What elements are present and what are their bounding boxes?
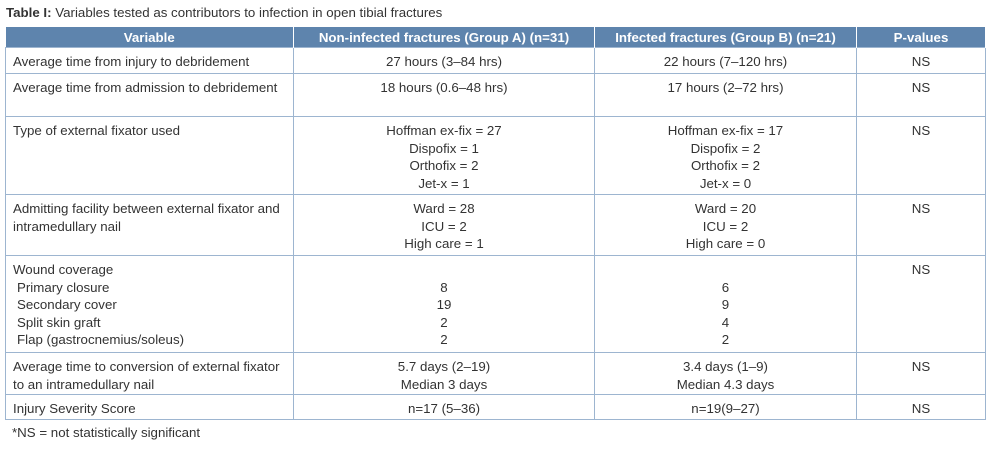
variable-text: Average time to conversion of external f…	[13, 359, 280, 392]
header-row: Variable Non-infected fractures (Group A)…	[5, 27, 986, 48]
value-line: Dispofix = 1	[409, 140, 479, 156]
p-value-cell: NS	[856, 352, 986, 395]
value-line: Median 3 days	[400, 376, 488, 392]
variable-subitem: Primary closure	[17, 279, 110, 295]
value-line: High care = 0	[685, 236, 766, 251]
data-table: Variable Non-infected fractures (Group A)…	[5, 27, 986, 420]
header-cell: P-values	[856, 27, 986, 48]
table-row: Average time from admission to debrideme…	[5, 73, 986, 117]
table-row: Average time to conversion of external f…	[5, 352, 986, 395]
variable-cell: Admitting facility between external fixa…	[5, 194, 294, 256]
value-line: Ward = 28	[413, 201, 475, 216]
value-cell: n=19(9–27)	[594, 394, 857, 420]
p-value-cell: NS	[856, 47, 986, 74]
value-cell: 18 hours (0.6–48 hrs)	[293, 73, 595, 117]
value-cell: n=17 (5–36)	[293, 394, 595, 420]
table-caption: Table I: Variables tested as contributor…	[6, 5, 442, 20]
header-cell: Infected fractures (Group B) (n=21)	[594, 27, 857, 48]
value-line: Dispofix = 2	[690, 140, 761, 156]
header-cell: Variable	[5, 27, 294, 48]
variable-cell: Type of external fixator used	[5, 116, 294, 195]
variable-subitem: Secondary cover	[17, 297, 117, 312]
value-line: 18 hours (0.6–48 hrs)	[380, 80, 508, 95]
p-value-cell: NS	[856, 116, 986, 195]
value-line: Ward = 20	[694, 201, 757, 216]
variable-text: Average time from admission to debrideme…	[13, 80, 278, 95]
value-line: 2	[440, 314, 448, 330]
value-line: Median 4.3 days	[676, 376, 775, 392]
value-cell: 27 hours (3–84 hrs)	[293, 47, 595, 74]
variable-cell: Average time from admission to debrideme…	[5, 73, 294, 117]
variable-text: Wound coverage	[13, 262, 114, 277]
value-cell: 3.4 days (1–9) Median 4.3 days	[594, 352, 857, 395]
footnote: *NS = not statistically significant	[12, 425, 201, 440]
value-line: 5.7 days (2–19)	[397, 359, 491, 374]
p-value-cell: NS	[856, 194, 986, 256]
value-cell: Ward = 20 ICU = 2 High care = 0	[594, 194, 857, 256]
value-cell: Hoffman ex-fix = 17 Dispofix = 2 Orthofix …	[594, 116, 857, 195]
variable-text: Injury Severity Score	[13, 401, 136, 416]
value-line: Jet-x = 0	[699, 175, 752, 191]
variable-cell: Wound coverage Primary closure Secondary c…	[5, 255, 294, 353]
variable-text: Admitting facility between external fixa…	[13, 201, 280, 234]
table-row: Wound coverage Primary closure Secondary c…	[5, 255, 986, 353]
table-row: Admitting facility between external fixa…	[5, 194, 986, 256]
value-line: n=19(9–27)	[691, 401, 760, 416]
value-line: Hoffman ex-fix = 17	[667, 123, 784, 138]
variable-text: Type of external fixator used	[13, 123, 181, 138]
p-value-cell: NS	[856, 255, 986, 353]
value-line: 6	[721, 279, 730, 295]
value-cell: 5.7 days (2–19) Median 3 days	[293, 352, 595, 395]
variable-cell: Average time to conversion of external f…	[5, 352, 294, 395]
value-cell: 22 hours (7–120 hrs)	[594, 47, 857, 74]
value-line: Hoffman ex-fix = 27	[386, 123, 502, 138]
value-line: 4	[721, 314, 730, 330]
caption-label: Table I:	[6, 5, 52, 20]
value-line: Orthofix = 2	[409, 158, 479, 173]
table-row: Type of external fixator used Hoffman ex-…	[5, 116, 986, 195]
value-cell: 8 19 2 2	[293, 255, 595, 353]
variable-text: Average time from injury to debridement	[13, 54, 250, 69]
variable-subitem: Flap (gastrocnemius/soleus)	[17, 332, 185, 347]
table-row: Injury Severity Score n=17 (5–36) n=19(9–2…	[5, 394, 986, 420]
header-cell: Non-infected fractures (Group A) (n=31)	[293, 27, 595, 48]
value-line: Jet-x = 1	[418, 175, 470, 191]
p-value-cell: NS	[856, 394, 986, 420]
value-cell: Hoffman ex-fix = 27 Dispofix = 1 Orthofix …	[293, 116, 595, 195]
value-line: 17 hours (2–72 hrs)	[667, 80, 784, 95]
value-line: n=17 (5–36)	[407, 401, 481, 416]
value-line: 27 hours (3–84 hrs)	[385, 54, 503, 69]
value-line: 2	[721, 332, 730, 347]
value-line: 9	[721, 297, 730, 312]
value-line: 22 hours (7–120 hrs)	[663, 54, 788, 69]
table-row: Average time from injury to debridement 2…	[5, 47, 986, 74]
variable-subitem: Split skin graft	[17, 314, 101, 330]
value-line: High care = 1	[404, 236, 484, 251]
p-value-cell: NS	[856, 73, 986, 117]
value-cell: 17 hours (2–72 hrs)	[594, 73, 857, 117]
variable-cell: Average time from injury to debridement	[5, 47, 294, 74]
variable-cell: Injury Severity Score	[5, 394, 294, 420]
value-line: 3.4 days (1–9)	[682, 359, 768, 374]
value-line: 8	[440, 279, 448, 295]
value-line: 2	[440, 332, 448, 347]
caption-text: Variables tested as contributors to infe…	[55, 5, 443, 20]
value-line: Orthofix = 2	[690, 158, 761, 173]
value-line: ICU = 2	[702, 218, 749, 234]
value-cell: 6 9 4 2	[594, 255, 857, 353]
value-cell: Ward = 28 ICU = 2 High care = 1	[293, 194, 595, 256]
value-line: 19	[436, 297, 452, 312]
value-line: ICU = 2	[421, 218, 467, 234]
